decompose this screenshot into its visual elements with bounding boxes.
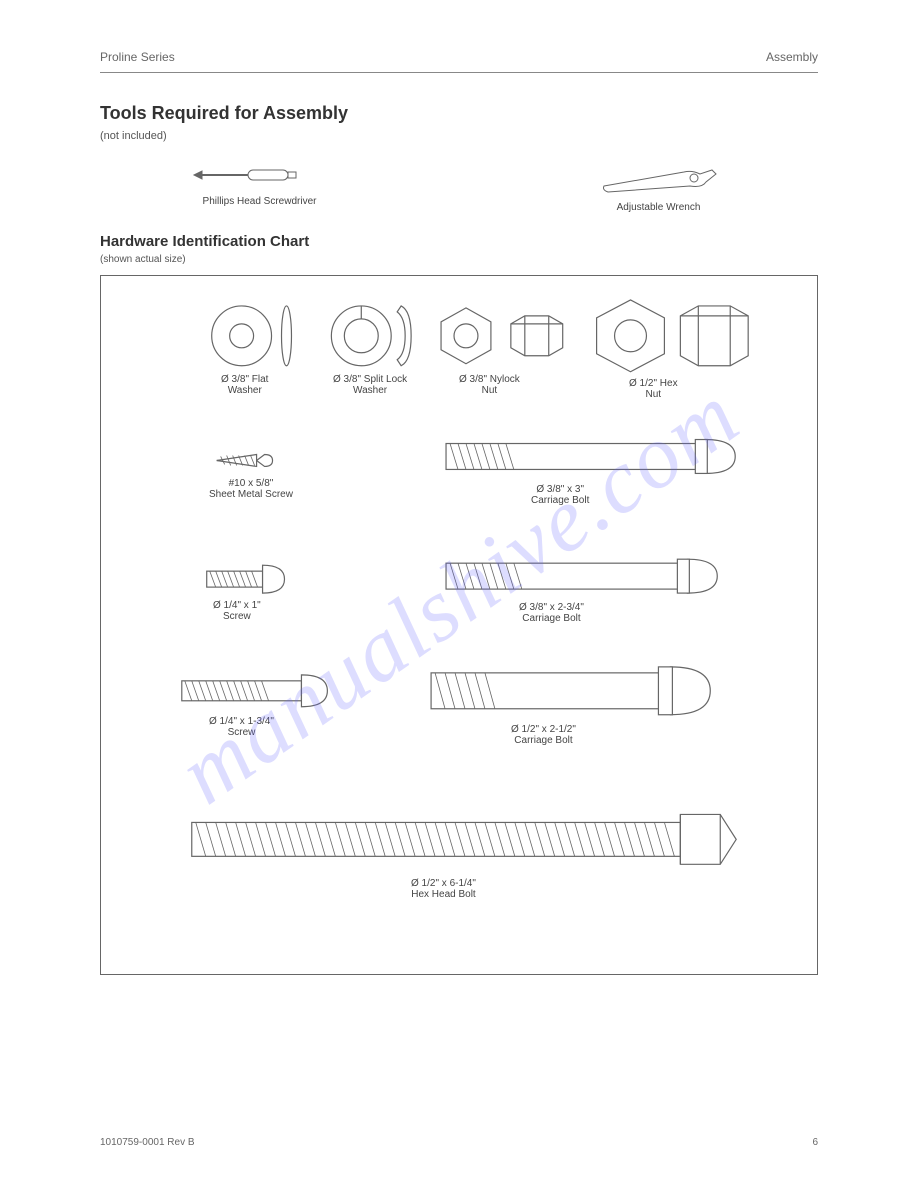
- header-left: Proline Series: [100, 50, 175, 64]
- header-right: Assembly: [766, 50, 818, 64]
- label-screw-175: Ø 1/4" x 1-3/4"Screw: [209, 716, 274, 738]
- label-hex-nut: Ø 1/2" HexNut: [629, 378, 678, 400]
- label-hex-bolt: Ø 1/2" x 6-1/4"Hex Head Bolt: [411, 878, 476, 900]
- tools-subtitle: (not included): [100, 130, 818, 142]
- label-nylock-nut: Ø 3/8" NylockNut: [459, 374, 520, 396]
- footer-right: 6: [812, 1137, 818, 1148]
- tools-section: Tools Required for Assembly (not include…: [100, 103, 818, 213]
- label-carriage-25: Ø 1/2" x 2-1/2"Carriage Bolt: [511, 724, 576, 746]
- tool-wrench: Adjustable Wrench: [499, 160, 818, 213]
- hardware-chart: Ø 3/8" FlatWasher Ø 3/8" Split LockWashe…: [100, 275, 818, 975]
- label-split-washer: Ø 3/8" Split LockWasher: [333, 374, 407, 396]
- page-header: Proline Series Assembly: [100, 50, 818, 73]
- chart-title: Hardware Identification Chart: [100, 233, 818, 250]
- footer-left: 1010759-0001 Rev B: [100, 1137, 195, 1148]
- tool-label: Adjustable Wrench: [617, 202, 701, 213]
- label-carriage-3: Ø 3/8" x 3"Carriage Bolt: [531, 484, 589, 506]
- page: Proline Series Assembly Tools Required f…: [0, 0, 918, 1188]
- label-sheet-screw: #10 x 5/8"Sheet Metal Screw: [209, 478, 293, 500]
- tools-row: Phillips Head Screwdriver Adjustable Wre…: [100, 160, 818, 213]
- label-carriage-275: Ø 3/8" x 2-3/4"Carriage Bolt: [519, 602, 584, 624]
- page-footer: 1010759-0001 Rev B 6: [100, 1137, 818, 1148]
- tool-label: Phillips Head Screwdriver: [203, 196, 317, 207]
- label-flat-washer: Ø 3/8" FlatWasher: [221, 374, 268, 396]
- tool-screwdriver: Phillips Head Screwdriver: [100, 160, 419, 207]
- wrench-icon: [594, 160, 724, 196]
- screwdriver-icon: [190, 160, 330, 190]
- chart-subtitle: (shown actual size): [100, 254, 818, 265]
- tools-title: Tools Required for Assembly: [100, 103, 818, 124]
- label-screw-1: Ø 1/4" x 1"Screw: [213, 600, 261, 622]
